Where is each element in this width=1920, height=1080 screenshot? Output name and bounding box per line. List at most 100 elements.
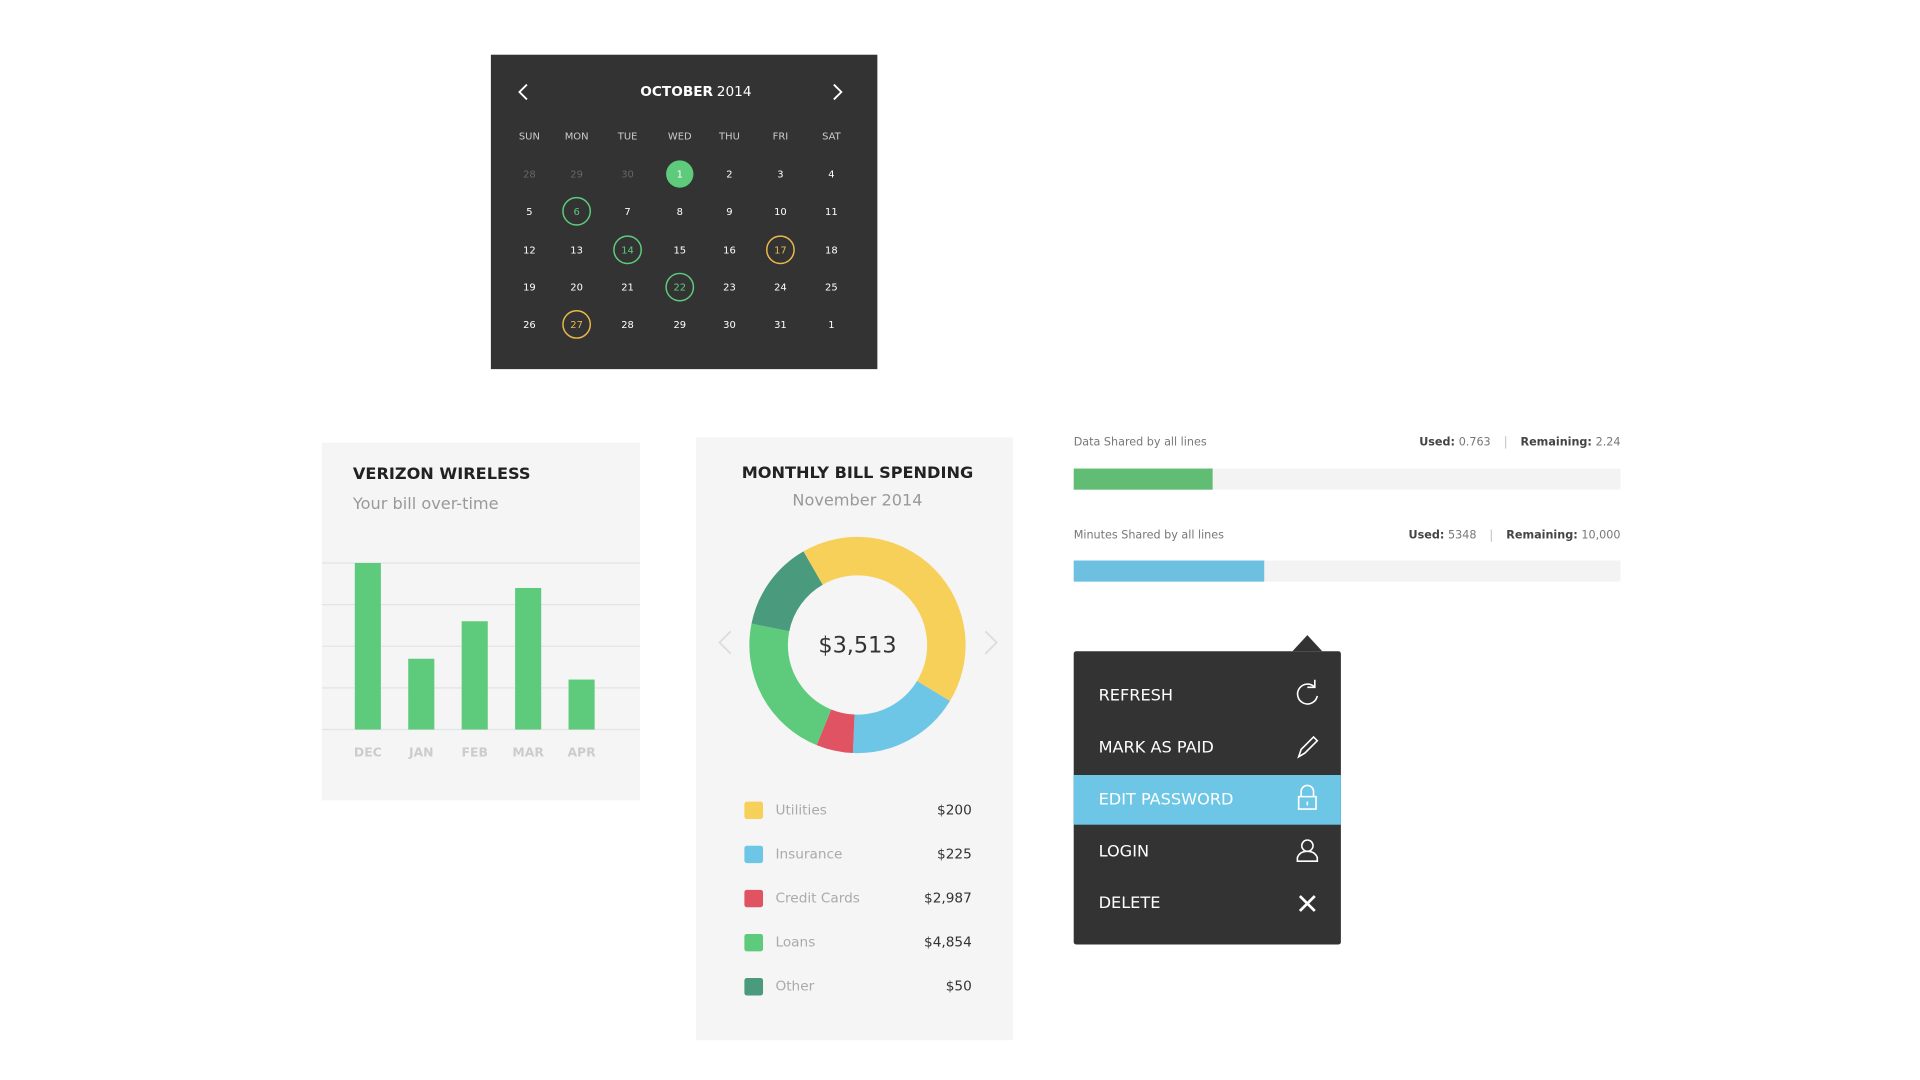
usage-fill xyxy=(1073,560,1265,582)
legend-label: Other xyxy=(775,979,814,995)
legend-label: Utilities xyxy=(775,802,826,818)
used-value: 0.763 xyxy=(1459,435,1491,448)
usage-fill xyxy=(1073,468,1213,490)
x-tick-label: APR xyxy=(567,745,596,760)
x-tick-label: FEB xyxy=(462,745,488,760)
menu-icon xyxy=(1297,735,1319,759)
day: 15 xyxy=(673,245,686,256)
day: 14 xyxy=(621,245,634,256)
remaining-label: Remaining: xyxy=(1521,435,1592,448)
menu-item[interactable]: REFRESH xyxy=(1099,685,1174,704)
remaining-value: 10,000 xyxy=(1581,529,1620,542)
prev-arrow[interactable] xyxy=(718,630,732,655)
day-marker xyxy=(562,309,592,339)
remaining: Remaining: 10,000 xyxy=(1506,529,1620,542)
legend-label: Insurance xyxy=(775,846,842,862)
used: Used: 5348 xyxy=(1409,529,1477,542)
pie-center-label: $3,513 xyxy=(818,633,896,659)
day: 28 xyxy=(523,170,536,181)
day: 6 xyxy=(573,207,579,218)
weekday: SAT xyxy=(822,132,842,143)
bar xyxy=(408,658,435,730)
day-marker xyxy=(562,196,592,226)
day: 8 xyxy=(677,207,683,218)
day: 27 xyxy=(570,320,583,331)
day: 30 xyxy=(621,170,634,181)
prev-month[interactable] xyxy=(518,83,528,101)
menu-icon xyxy=(1296,839,1319,863)
legend-swatch xyxy=(744,889,764,908)
weekday: SUN xyxy=(519,132,540,143)
weekday: TUE xyxy=(617,132,638,143)
menu-highlight xyxy=(1073,774,1341,825)
day-marker xyxy=(666,160,694,188)
day: 20 xyxy=(570,283,583,294)
calendar-title: OCTOBER 2014 xyxy=(640,84,751,100)
weekday: WED xyxy=(668,132,692,143)
menu-item[interactable]: MARK AS PAID xyxy=(1099,737,1214,756)
legend-amount: $50 xyxy=(946,979,972,995)
donut-segment xyxy=(749,623,832,746)
day: 3 xyxy=(777,170,783,181)
donut-segment xyxy=(751,551,824,632)
day: 28 xyxy=(621,320,634,331)
weekday: MON xyxy=(565,132,589,143)
day: 31 xyxy=(774,320,787,331)
day: 11 xyxy=(825,207,838,218)
calendar-panel xyxy=(490,54,878,370)
day: 7 xyxy=(624,207,630,218)
menu-icon xyxy=(1296,679,1319,705)
donut-segment xyxy=(852,680,950,754)
menu-item[interactable]: DELETE xyxy=(1099,893,1161,912)
legend-amount: $4,854 xyxy=(924,935,972,951)
remaining-value: 2.24 xyxy=(1596,435,1621,448)
used: Used: 0.763 xyxy=(1419,435,1490,448)
day: 29 xyxy=(673,320,686,331)
legend-amount: $2,987 xyxy=(924,891,972,907)
bar xyxy=(461,621,488,730)
menu-item[interactable]: EDIT PASSWORD xyxy=(1099,789,1234,808)
day: 9 xyxy=(726,207,732,218)
menu-item[interactable]: LOGIN xyxy=(1099,841,1149,860)
used-label: Used: xyxy=(1409,529,1445,542)
used-label: Used: xyxy=(1419,435,1455,448)
day: 17 xyxy=(774,245,787,256)
day: 10 xyxy=(774,207,787,218)
day-marker xyxy=(613,235,642,265)
day: 4 xyxy=(828,170,834,181)
menu-icon xyxy=(1297,784,1317,810)
bar-title: VERIZON WIRELESS xyxy=(353,464,531,483)
day: 2 xyxy=(726,170,732,181)
legend-label: Credit Cards xyxy=(775,891,859,907)
day: 26 xyxy=(523,320,536,331)
x-tick-label: JAN xyxy=(408,745,434,760)
next-month[interactable] xyxy=(833,83,843,101)
legend-swatch xyxy=(744,845,764,864)
legend-label: Loans xyxy=(775,935,815,951)
bar-subtitle: Your bill over-time xyxy=(352,494,499,513)
x-tick-label: MAR xyxy=(512,745,544,760)
remaining: Remaining: 2.24 xyxy=(1521,435,1621,448)
legend-swatch xyxy=(744,801,764,819)
menu-icon xyxy=(1298,895,1316,912)
pie-subtitle: November 2014 xyxy=(792,490,922,509)
pie-title: MONTHLY BILL SPENDING xyxy=(742,463,974,482)
usage-title: Data Shared by all lines xyxy=(1074,435,1207,448)
remaining-label: Remaining: xyxy=(1506,529,1577,542)
next-arrow[interactable] xyxy=(984,630,998,655)
day: 16 xyxy=(723,245,736,256)
used-value: 5348 xyxy=(1448,529,1476,542)
day: 22 xyxy=(673,283,686,294)
legend-amount: $225 xyxy=(937,846,972,862)
weekday: THU xyxy=(718,132,740,143)
year: 2014 xyxy=(717,84,752,100)
bar xyxy=(568,679,595,730)
legend-swatch xyxy=(744,933,764,952)
day: 30 xyxy=(723,320,736,331)
month: OCTOBER xyxy=(640,84,713,100)
bar xyxy=(515,587,542,730)
donut-segment xyxy=(803,536,966,701)
day: 29 xyxy=(570,170,583,181)
day: 5 xyxy=(526,207,532,218)
